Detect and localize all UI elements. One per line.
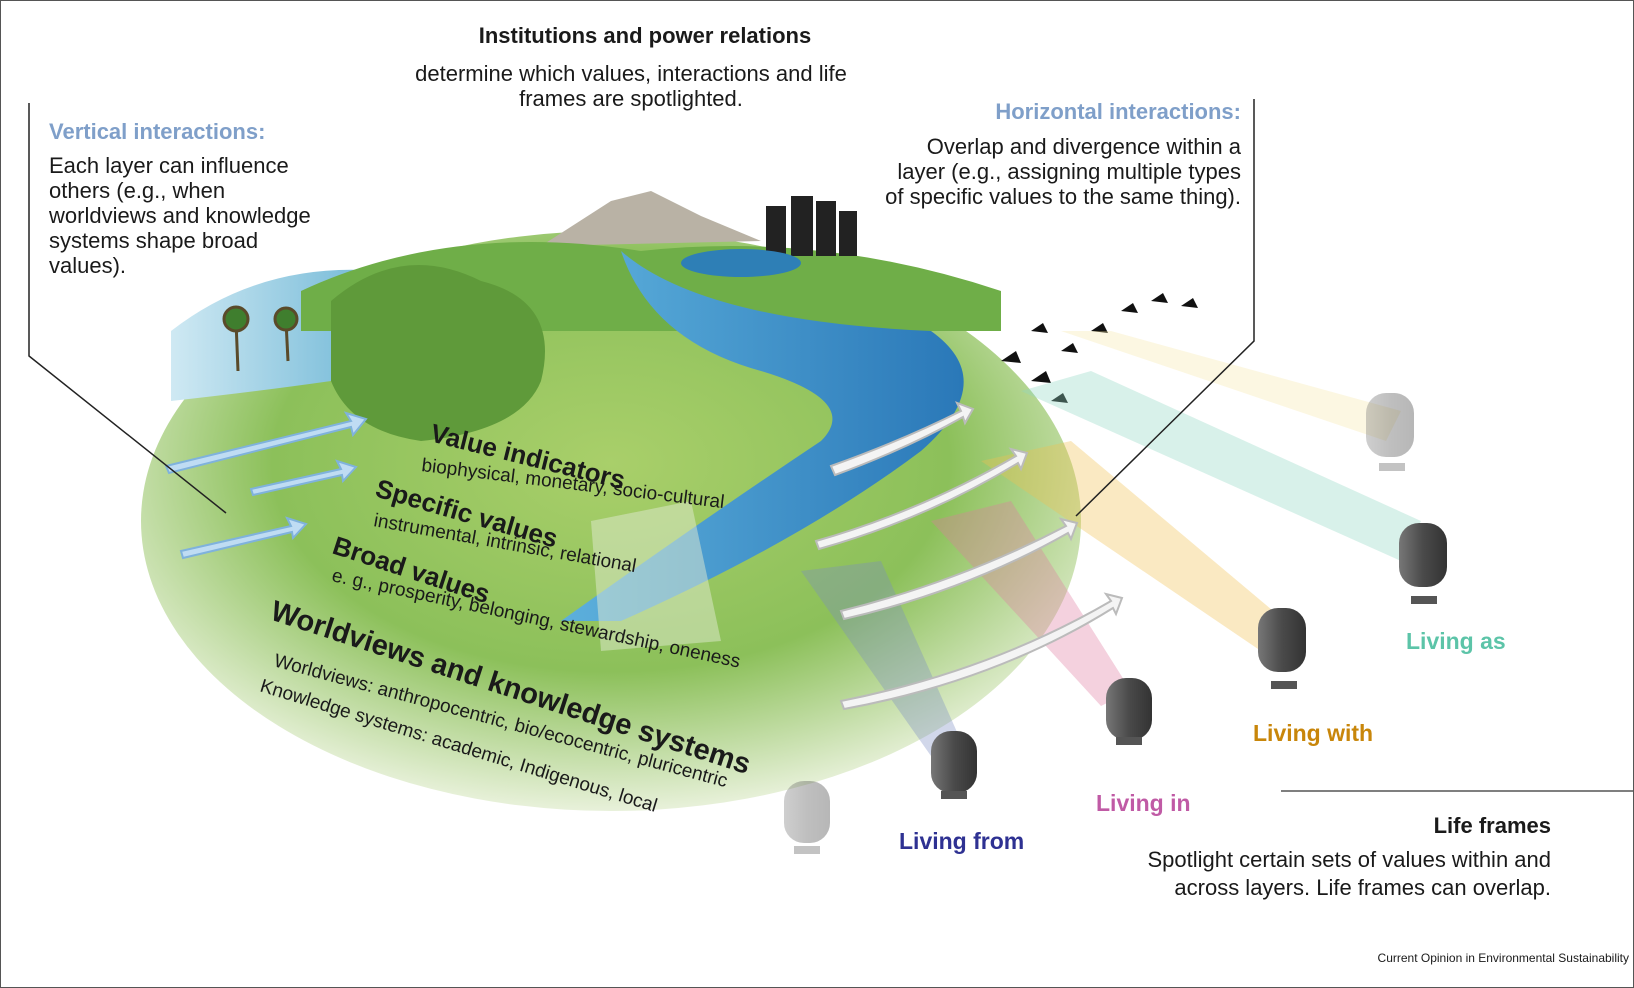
life-frame-label: Living in	[1096, 791, 1191, 816]
subtitle: determine which values, interactions and…	[396, 61, 866, 111]
artwork: Value indicators biophysical, monetary, …	[1, 1, 1633, 987]
shape	[1399, 523, 1447, 587]
shape	[1106, 678, 1152, 740]
body: Value indicators biophysical, monetary, …	[0, 0, 1634, 988]
heading: Vertical interactions:	[49, 119, 265, 144]
page: Values framework diagram { "header": { "…	[0, 0, 1634, 988]
title: Institutions and power relations	[331, 23, 959, 48]
shape	[1366, 393, 1414, 457]
life-frame-label: Living as	[1406, 629, 1506, 654]
description: Overlap and divergence within a layer (e…	[881, 134, 1241, 209]
life-frame-label: Living with	[1253, 721, 1373, 746]
shape	[941, 791, 967, 799]
shape	[839, 211, 857, 256]
heading: Horizontal interactions:	[901, 99, 1241, 124]
description: Spotlight certain sets of values within …	[1081, 846, 1551, 902]
spotlight	[1258, 608, 1306, 689]
heading: Life frames	[1201, 813, 1551, 838]
spotlight	[1106, 678, 1152, 745]
diagram: Value indicators biophysical, monetary, …	[0, 0, 1634, 988]
shape	[766, 206, 786, 256]
shape	[784, 781, 830, 843]
shape	[224, 307, 248, 331]
spotlight	[931, 731, 977, 799]
spotlight	[1366, 393, 1414, 471]
spotlight	[1399, 523, 1447, 604]
shape	[1271, 681, 1297, 689]
description: Each layer can influence others (e.g., w…	[49, 153, 334, 278]
shape	[816, 201, 836, 256]
shape	[1379, 463, 1405, 471]
shape	[275, 308, 297, 330]
shape	[794, 846, 820, 854]
lake	[681, 249, 801, 277]
spotlight	[784, 781, 830, 854]
credit: Current Opinion in Environmental Sustain…	[1201, 951, 1629, 965]
shape	[1411, 596, 1437, 604]
shape	[931, 731, 977, 793]
city	[766, 196, 857, 256]
shape	[1116, 737, 1142, 745]
shape	[1258, 608, 1306, 672]
shape	[791, 196, 813, 256]
mountain	[541, 191, 761, 246]
life-frame-label: Living from	[899, 829, 1024, 854]
